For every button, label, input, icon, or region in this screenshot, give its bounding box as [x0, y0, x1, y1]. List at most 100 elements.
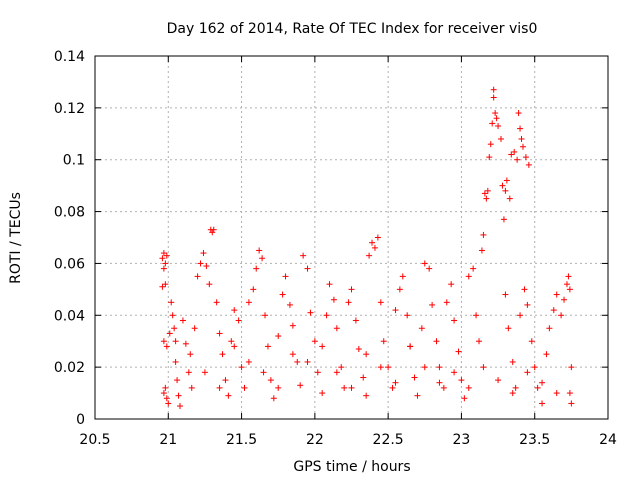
data-point [169, 312, 176, 319]
data-point [503, 177, 510, 184]
data-point [366, 252, 373, 259]
data-point [304, 358, 311, 365]
y-tick-label: 0.12 [54, 101, 85, 117]
data-point [558, 312, 565, 319]
data-point [159, 283, 166, 290]
data-point [392, 379, 399, 386]
x-tick-label: 24 [599, 432, 617, 448]
data-point [524, 301, 531, 308]
x-tick-label: 21 [159, 432, 177, 448]
data-point [518, 135, 525, 142]
y-tick-label: 0.02 [54, 360, 85, 376]
data-point [160, 250, 167, 257]
data-point [377, 364, 384, 371]
data-point [355, 345, 362, 352]
data-point [489, 120, 496, 127]
data-point [517, 312, 524, 319]
data-point [369, 239, 376, 246]
data-point [172, 358, 179, 365]
data-point [511, 148, 518, 155]
data-point [500, 216, 507, 223]
data-point [550, 307, 557, 314]
data-point [363, 351, 370, 358]
data-point [174, 377, 181, 384]
data-point [392, 307, 399, 314]
data-point [330, 296, 337, 303]
data-point [546, 325, 553, 332]
data-point [404, 312, 411, 319]
data-point [396, 286, 403, 293]
data-point [380, 338, 387, 345]
data-point [436, 364, 443, 371]
data-point [512, 384, 519, 391]
data-point [509, 358, 516, 365]
plot-frame [94, 55, 609, 420]
data-point [377, 299, 384, 306]
y-tick-label: 0.04 [54, 308, 85, 324]
data-point [465, 273, 472, 280]
data-point [502, 187, 509, 194]
data-point [238, 364, 245, 371]
data-point [515, 110, 522, 117]
data-point [171, 325, 178, 332]
data-point [338, 364, 345, 371]
data-point [201, 369, 208, 376]
data-point [341, 384, 348, 391]
data-point [566, 286, 573, 293]
data-point [168, 299, 175, 306]
data-point [480, 231, 487, 238]
data-point [411, 374, 418, 381]
data-point [191, 325, 198, 332]
data-point [326, 281, 333, 288]
data-point [260, 369, 267, 376]
data-points [159, 86, 575, 410]
data-point [495, 377, 502, 384]
data-point [166, 330, 173, 337]
data-point [162, 281, 169, 288]
data-point [209, 229, 216, 236]
data-point [525, 161, 532, 168]
data-point [264, 343, 271, 350]
data-point [374, 234, 381, 241]
data-point [448, 281, 455, 288]
x-axis-label: GPS time / hours [293, 459, 410, 475]
data-point [225, 392, 232, 399]
data-point [289, 351, 296, 358]
data-point [348, 286, 355, 293]
data-point [348, 384, 355, 391]
data-point [476, 338, 483, 345]
data-point [505, 325, 512, 332]
data-point [172, 338, 179, 345]
data-point [470, 265, 477, 272]
x-tick-label: 23 [453, 432, 471, 448]
data-point [188, 384, 195, 391]
x-tick-label: 22.5 [373, 432, 404, 448]
data-point [531, 364, 538, 371]
data-point [206, 281, 213, 288]
data-point [297, 382, 304, 389]
grid-lines [95, 56, 608, 419]
data-point [481, 190, 488, 197]
data-point [216, 330, 223, 337]
data-point [534, 384, 541, 391]
x-tick-label: 20.5 [79, 432, 110, 448]
data-point [455, 348, 462, 355]
data-point [289, 322, 296, 329]
data-point [522, 154, 529, 161]
data-point [568, 364, 575, 371]
data-point [165, 400, 172, 407]
data-point [490, 94, 497, 101]
data-point [319, 343, 326, 350]
data-point [517, 125, 524, 132]
data-point [461, 395, 468, 402]
data-point [440, 384, 447, 391]
data-point [163, 343, 170, 350]
data-point [484, 187, 491, 194]
data-point [210, 226, 217, 233]
data-point [486, 154, 493, 161]
data-point [213, 299, 220, 306]
data-point [360, 374, 367, 381]
data-point [262, 312, 269, 319]
data-point [418, 325, 425, 332]
data-point [163, 252, 170, 259]
